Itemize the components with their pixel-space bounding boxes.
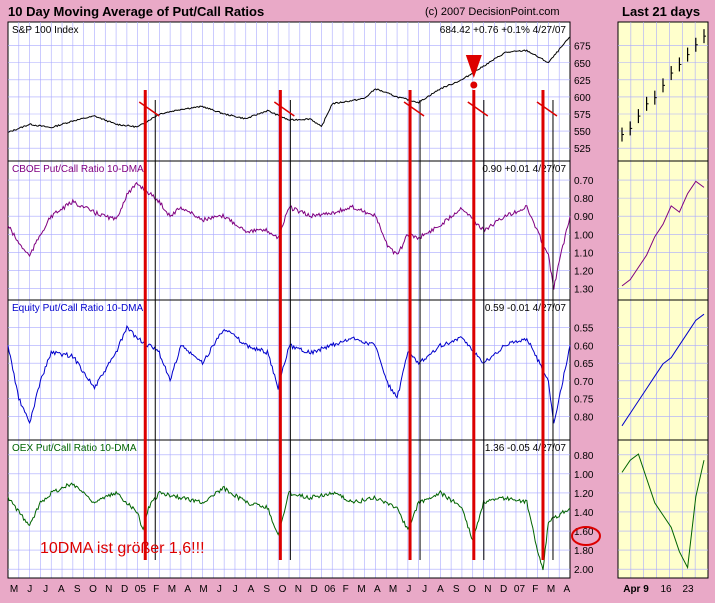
y-tick-label: 550	[574, 127, 591, 138]
y-tick-label: 1.10	[574, 248, 594, 259]
x-tick-label: F	[343, 584, 349, 595]
y-tick-label: 0.80	[574, 412, 594, 423]
y-tick-label: 1.20	[574, 266, 594, 277]
x-tick-label: M	[10, 584, 18, 595]
x-tick-label: A	[374, 584, 381, 595]
y-tick-label: 0.55	[574, 324, 594, 335]
panel-title: Equity Put/Call Ratio 10-DMA	[12, 303, 143, 314]
x-tick-label: N	[105, 584, 112, 595]
panel-title: S&P 100 Index	[12, 25, 79, 36]
x-tick-label: 07	[514, 584, 526, 595]
last21-equity-line	[621, 313, 705, 427]
x-tick-label: A	[184, 584, 191, 595]
panel-value: 684.42 +0.76 +0.1% 4/27/07	[440, 25, 567, 36]
y-tick-label: 0.60	[574, 341, 594, 352]
x-tick-label: A	[437, 584, 444, 595]
x-tick-label: M	[199, 584, 207, 595]
x-tick-label: A	[564, 584, 571, 595]
x-tick-label: D	[310, 584, 317, 595]
x-tick-label: N	[484, 584, 491, 595]
page-title: 10 Day Moving Average of Put/Call Ratios	[8, 4, 265, 19]
y-tick-label: 1.60	[574, 527, 594, 538]
y-tick-label: 1.20	[574, 489, 594, 500]
x-tick-label: O	[279, 584, 287, 595]
x-tick-label: S	[263, 584, 270, 595]
last21-oex-line	[621, 453, 705, 570]
y-tick-label: 650	[574, 59, 591, 70]
highlight-circle	[571, 526, 601, 546]
x-tick-label: J	[27, 584, 32, 595]
x-tick-label: F	[532, 584, 538, 595]
panel-title: OEX Put/Call Ratio 10-DMA	[12, 443, 137, 454]
y-tick-label: 0.90	[574, 212, 594, 223]
x-tick-label: O	[468, 584, 476, 595]
y-tick-label: 675	[574, 42, 591, 53]
y-tick-label: 1.80	[574, 546, 594, 557]
last21-cboe-line	[621, 180, 705, 287]
x-tick-label: N	[295, 584, 302, 595]
y-tick-label: 1.30	[574, 285, 594, 296]
y-tick-label: 0.70	[574, 176, 594, 187]
y-tick-label: 0.70	[574, 377, 594, 388]
signal-tick-mark	[273, 101, 295, 117]
x-tick-label: D	[500, 584, 507, 595]
panel-title: CBOE Put/Call Ratio 10-DMA	[12, 164, 144, 175]
x-tick-label: M	[389, 584, 397, 595]
right-x-tick-label: 16	[660, 584, 672, 595]
right-x-tick-label: Apr 9	[623, 584, 649, 595]
panel-value: 0.90 +0.01 4/27/07	[482, 164, 566, 175]
x-tick-label: M	[357, 584, 365, 595]
x-tick-label: S	[74, 584, 81, 595]
y-tick-label: 625	[574, 76, 591, 87]
x-tick-label: F	[153, 584, 159, 595]
signal-tick-mark	[138, 101, 160, 117]
panel-value: 0.59 -0.01 4/27/07	[485, 303, 567, 314]
cboe-series-line	[7, 181, 571, 290]
y-tick-label: 525	[574, 144, 591, 155]
y-tick-label: 1.00	[574, 470, 594, 481]
signal-tick-mark	[403, 101, 425, 117]
y-tick-label: 0.80	[574, 451, 594, 462]
right-x-tick-label: 23	[682, 584, 694, 595]
x-tick-label: S	[453, 584, 460, 595]
y-tick-label: 1.00	[574, 230, 594, 241]
y-tick-label: 0.65	[574, 359, 594, 370]
x-tick-label: J	[217, 584, 222, 595]
copyright-text: (c) 2007 DecisionPoint.com	[425, 6, 560, 18]
equity-series-line	[7, 324, 571, 425]
x-tick-label: J	[233, 584, 238, 595]
exclamation-marker	[465, 55, 482, 78]
x-tick-label: J	[43, 584, 48, 595]
x-tick-label: J	[406, 584, 411, 595]
y-tick-label: 2.00	[574, 565, 594, 576]
x-tick-label: 06	[324, 584, 336, 595]
y-tick-label: 0.75	[574, 395, 594, 406]
y-tick-label: 0.80	[574, 194, 594, 205]
y-tick-label: 1.40	[574, 508, 594, 519]
x-tick-label: A	[248, 584, 255, 595]
x-tick-label: O	[89, 584, 97, 595]
exclamation-dot	[470, 81, 478, 89]
y-tick-label: 600	[574, 93, 591, 104]
x-tick-label: M	[547, 584, 555, 595]
right-panel-title: Last 21 days	[622, 4, 701, 19]
x-tick-label: 05	[135, 584, 147, 595]
panel-value: 1.36 -0.05 4/27/07	[485, 443, 567, 454]
signal-tick-mark	[467, 101, 489, 117]
y-tick-label: 575	[574, 110, 591, 121]
x-tick-label: D	[121, 584, 128, 595]
annotation-text: 10DMA ist größer 1,6!!!	[40, 540, 205, 557]
signal-tick-mark	[536, 101, 558, 117]
x-tick-label: A	[58, 584, 65, 595]
x-tick-label: M	[168, 584, 176, 595]
oex-series-line	[7, 482, 571, 571]
x-tick-label: J	[422, 584, 427, 595]
